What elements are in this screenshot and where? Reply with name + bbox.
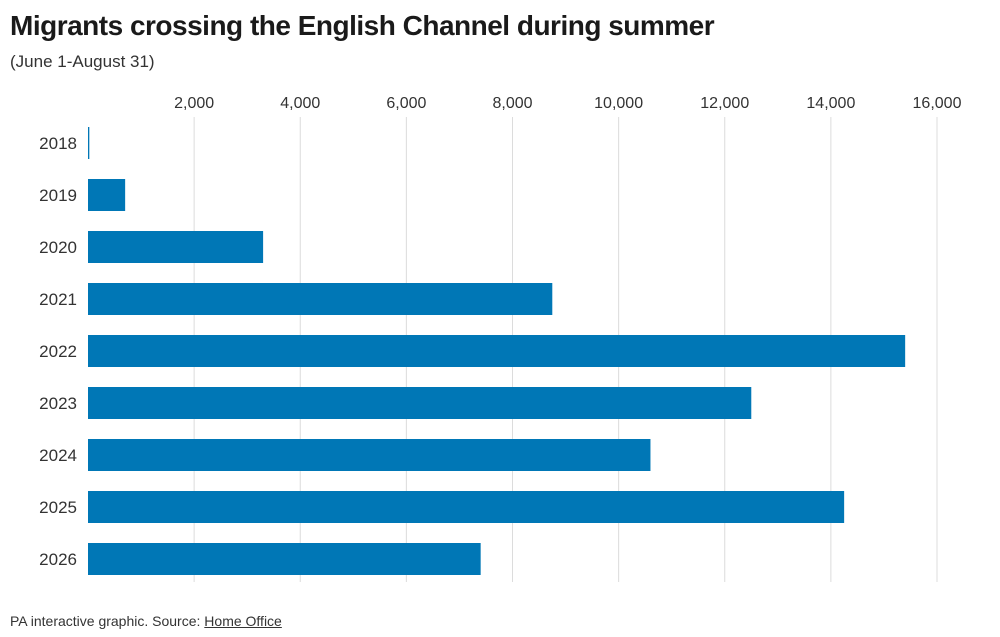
x-axis-ticks: 2,000 4,000 6,000 8,000 10,000 12,000 14,000 16…: [174, 95, 961, 112]
bar[interactable]: [88, 335, 906, 367]
category-label: 2025: [39, 498, 77, 517]
x-tick-label: 4,000: [280, 95, 320, 112]
x-tick-label: 16,000: [913, 95, 962, 112]
x-tick-label: 8,000: [492, 95, 532, 112]
bar[interactable]: [88, 439, 651, 471]
source-link[interactable]: Home Office: [204, 613, 282, 629]
chart-subtitle: (June 1-August 31): [10, 52, 155, 71]
category-label: 2018: [39, 134, 77, 153]
bar[interactable]: [88, 387, 752, 419]
x-tick-label: 2,000: [174, 95, 214, 112]
y-axis-categories: 2018 2019 2020 2021 2022 2023 2024 2025 2026: [39, 134, 77, 569]
footer-credit: PA interactive graphic. Source:: [10, 613, 205, 629]
chart-title: Migrants crossing the English Channel du…: [10, 10, 715, 41]
category-label: 2019: [39, 186, 77, 205]
bar[interactable]: [88, 491, 845, 523]
category-label: 2022: [39, 342, 77, 361]
category-label: 2026: [39, 550, 77, 569]
bars: [88, 127, 906, 575]
bar[interactable]: [88, 283, 553, 315]
bar[interactable]: [88, 127, 90, 159]
bar[interactable]: [88, 179, 126, 211]
bar[interactable]: [88, 231, 264, 263]
x-tick-label: 10,000: [594, 95, 643, 112]
footer: PA interactive graphic. Source: Home Off…: [10, 613, 282, 629]
category-label: 2023: [39, 394, 77, 413]
category-label: 2020: [39, 238, 77, 257]
bar[interactable]: [88, 543, 481, 575]
x-tick-label: 14,000: [806, 95, 855, 112]
category-label: 2024: [39, 446, 77, 465]
x-tick-label: 6,000: [386, 95, 426, 112]
category-label: 2021: [39, 290, 77, 309]
x-tick-label: 12,000: [700, 95, 749, 112]
